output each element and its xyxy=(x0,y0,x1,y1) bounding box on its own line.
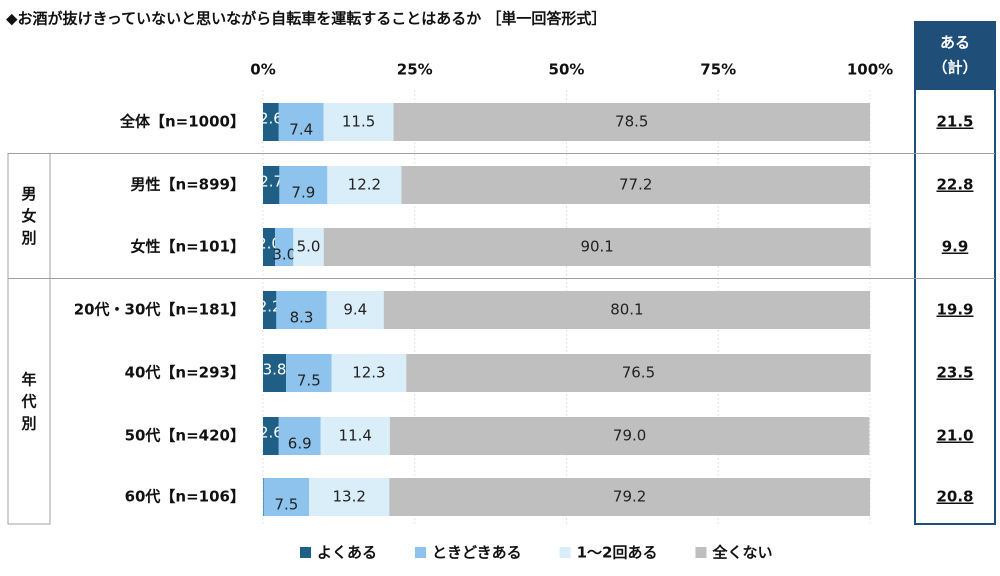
data-label: 2.0 xyxy=(257,235,281,253)
data-label: 7.5 xyxy=(274,496,298,514)
x-tick-label: 0% xyxy=(250,61,275,79)
category-label: 40代【n=293】 xyxy=(125,364,245,382)
total-header: ある xyxy=(940,34,970,52)
bar-segment xyxy=(263,478,310,516)
x-tick-label: 25% xyxy=(397,61,433,79)
data-label: 8.3 xyxy=(290,309,314,327)
data-label: 12.3 xyxy=(352,364,385,382)
chart-title: ◆お酒が抜けきっていないと思いながら自転車を運転することはあるか ［単一回答形式… xyxy=(6,10,606,28)
data-label: 7.5 xyxy=(297,372,321,390)
data-label: 78.5 xyxy=(615,113,648,131)
bar-segment xyxy=(263,417,279,455)
category-label: 男性【n=899】 xyxy=(130,176,245,194)
total-header: （計） xyxy=(932,59,977,77)
legend-swatch xyxy=(415,547,427,558)
group-label: 年代別 xyxy=(20,370,36,432)
category-label: 50代【n=420】 xyxy=(125,427,245,445)
bar-segment xyxy=(286,354,332,392)
bar-segment xyxy=(263,228,276,266)
data-label: 79.2 xyxy=(613,488,646,506)
total-value: 21.0 xyxy=(936,427,973,445)
bar-segment xyxy=(401,166,870,204)
group-label: 男女別 xyxy=(20,185,36,247)
legend-label: 全くない xyxy=(711,544,772,562)
bar-segment xyxy=(263,291,277,329)
legend-swatch xyxy=(559,547,571,558)
legend-label: ときどきある xyxy=(432,544,522,562)
bar-segment xyxy=(323,228,871,266)
x-tick-label: 75% xyxy=(700,61,736,79)
data-label: 9.4 xyxy=(343,301,367,319)
data-label: 2.7 xyxy=(259,173,283,191)
total-value: 21.5 xyxy=(936,113,973,131)
total-box xyxy=(914,21,996,525)
data-label: 5.0 xyxy=(297,238,321,256)
bar-segment xyxy=(275,228,294,266)
bar-segment xyxy=(327,166,402,204)
total-header-bg xyxy=(915,22,995,90)
total-value: 9.9 xyxy=(942,238,969,256)
bar-segment xyxy=(383,291,870,329)
data-label: 77.2 xyxy=(619,176,652,194)
category-label: 20代・30代【n=181】 xyxy=(74,301,245,319)
bar-segment xyxy=(331,354,407,392)
total-value: 20.8 xyxy=(936,488,973,506)
total-value: 23.5 xyxy=(936,364,973,382)
data-label: 80.1 xyxy=(610,301,643,319)
data-label: 11.4 xyxy=(339,427,372,445)
total-value: 19.9 xyxy=(936,301,973,319)
bar-segment xyxy=(309,478,390,516)
legend-label: 1～2回ある xyxy=(577,544,658,562)
data-label: 7.4 xyxy=(289,121,313,139)
data-label: 6.9 xyxy=(288,435,312,453)
data-label: 11.5 xyxy=(342,113,375,131)
data-label: 2.6 xyxy=(259,110,283,128)
data-label: 13.2 xyxy=(332,488,365,506)
category-label: 全体【n=1000】 xyxy=(119,113,245,131)
data-label: 7.9 xyxy=(291,184,315,202)
bar-segment xyxy=(320,417,390,455)
bar-segment xyxy=(276,291,327,329)
bar-segment xyxy=(389,478,870,516)
data-label: 76.5 xyxy=(622,364,655,382)
bar-segment xyxy=(393,103,870,141)
bar-segment xyxy=(278,103,324,141)
data-label: 12.2 xyxy=(348,176,381,194)
bar-segment xyxy=(263,354,287,392)
category-label: 女性【n=101】 xyxy=(130,238,245,256)
data-label: 3.0 xyxy=(272,246,296,264)
data-label: 79.0 xyxy=(613,427,646,445)
bar-segment xyxy=(293,228,324,266)
bar-segment xyxy=(326,291,384,329)
bar-segment xyxy=(406,354,871,392)
legend-swatch xyxy=(300,547,311,558)
data-label: 3.8 xyxy=(263,361,287,379)
bar-segment xyxy=(323,103,394,141)
bar-segment xyxy=(278,417,321,455)
legend-label: よくある xyxy=(317,544,377,562)
category-label: 60代【n=106】 xyxy=(125,488,245,506)
bar-segment xyxy=(263,103,279,141)
bar-segment xyxy=(279,166,328,204)
bar-segment xyxy=(263,478,264,516)
legend-swatch xyxy=(695,547,707,558)
data-label: 90.1 xyxy=(580,238,613,256)
data-label: 2.6 xyxy=(259,424,283,442)
x-tick-label: 50% xyxy=(549,61,585,79)
bar-segment xyxy=(389,417,870,455)
total-value: 22.8 xyxy=(936,176,973,194)
x-tick-label: 100% xyxy=(847,61,893,79)
bar-segment xyxy=(263,166,280,204)
group-box xyxy=(7,278,51,525)
data-label: 2.2 xyxy=(258,298,282,316)
